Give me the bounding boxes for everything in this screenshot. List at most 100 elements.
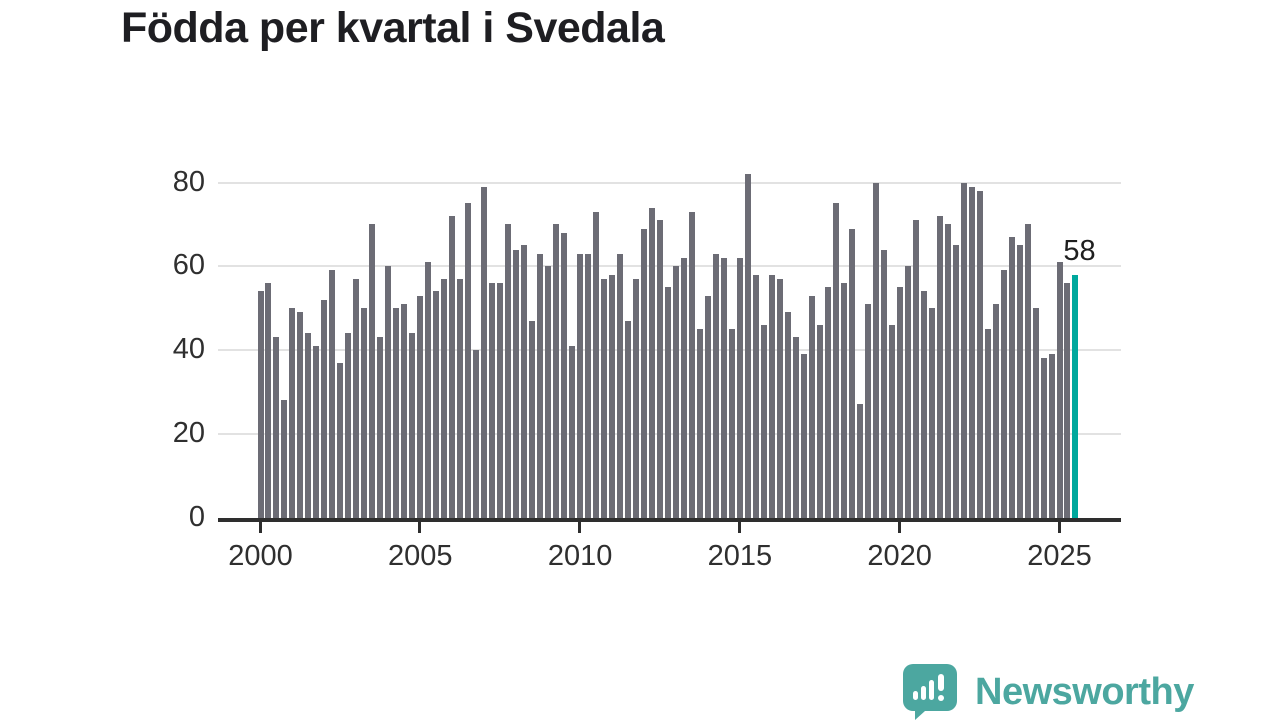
bar	[601, 278, 608, 518]
y-tick-label: 0	[188, 500, 205, 533]
bar	[545, 266, 552, 518]
bar	[489, 283, 496, 518]
x-tick-label: 2025	[1027, 539, 1092, 572]
bar	[1024, 224, 1031, 518]
bar	[880, 249, 887, 518]
bar	[952, 245, 959, 518]
bar	[720, 257, 727, 518]
bar	[696, 329, 703, 518]
bar	[688, 211, 695, 518]
bar	[641, 228, 648, 518]
x-tick	[258, 521, 262, 533]
bar	[329, 270, 336, 518]
bar	[1040, 358, 1047, 518]
bar	[1032, 308, 1039, 518]
bar	[1016, 245, 1023, 518]
bar	[992, 303, 999, 518]
bar	[1048, 354, 1055, 518]
bar	[457, 278, 464, 518]
x-tick	[897, 521, 901, 533]
bar	[1064, 283, 1071, 518]
bar	[856, 404, 863, 518]
bar	[736, 257, 743, 518]
bar	[968, 186, 975, 518]
bar	[481, 186, 488, 518]
bar	[473, 350, 480, 518]
bar	[984, 329, 991, 518]
bar	[1008, 236, 1015, 518]
bar	[265, 283, 272, 518]
bar	[369, 224, 376, 518]
bar	[449, 216, 456, 518]
bar	[848, 228, 855, 518]
bar	[712, 253, 719, 518]
bar	[305, 333, 312, 518]
bar	[289, 308, 296, 518]
bar	[776, 278, 783, 518]
gridline	[218, 181, 1121, 184]
bar	[1000, 270, 1007, 518]
bar	[864, 303, 871, 518]
newsworthy-wordmark: Newsworthy	[975, 671, 1194, 713]
bar	[441, 278, 448, 518]
y-tick-label: 80	[172, 165, 205, 198]
bar	[912, 220, 919, 518]
bar	[904, 266, 911, 518]
bar	[928, 308, 935, 518]
chart-title: Födda per kvartal i Svedala	[121, 4, 665, 52]
bar	[633, 278, 640, 518]
bar	[649, 207, 655, 518]
bar	[553, 224, 560, 518]
bar	[1056, 262, 1063, 518]
gridline	[218, 265, 1121, 268]
bar	[577, 253, 584, 518]
bar	[313, 345, 320, 518]
bar	[529, 320, 536, 518]
x-tick	[418, 521, 422, 533]
bar	[465, 203, 472, 518]
x-tick-label: 2010	[547, 539, 613, 572]
bar	[816, 324, 823, 518]
x-tick-label: 2015	[707, 539, 773, 572]
bar	[273, 337, 280, 518]
bar	[505, 224, 512, 518]
bar	[744, 174, 751, 518]
x-tick	[1057, 521, 1061, 533]
bar	[832, 203, 839, 518]
bar	[728, 329, 735, 518]
bar	[609, 274, 616, 518]
bar	[896, 287, 903, 518]
bar	[393, 308, 400, 518]
bar	[824, 287, 831, 518]
bar	[960, 182, 967, 518]
bar	[497, 283, 504, 518]
x-tick-label: 2005	[388, 539, 453, 572]
bar	[920, 291, 927, 518]
x-tick	[737, 521, 741, 533]
bar	[521, 245, 528, 518]
bar	[625, 320, 632, 518]
bar	[297, 312, 304, 518]
bar	[377, 337, 384, 518]
bar	[537, 253, 544, 518]
bar	[345, 333, 352, 518]
bar	[425, 262, 432, 518]
bar	[401, 303, 408, 518]
bar	[944, 224, 951, 518]
bar	[672, 266, 679, 518]
bar	[569, 345, 576, 518]
bar	[585, 253, 592, 518]
bar	[385, 266, 392, 518]
newsworthy-logo-icon	[903, 664, 957, 720]
bar	[784, 312, 791, 518]
bar	[337, 362, 344, 518]
bar	[792, 337, 799, 518]
bar	[840, 283, 847, 518]
bar	[409, 333, 416, 518]
bar	[760, 324, 767, 518]
x-tick-label: 2000	[228, 539, 293, 572]
bar	[593, 211, 600, 518]
bar	[657, 220, 663, 518]
